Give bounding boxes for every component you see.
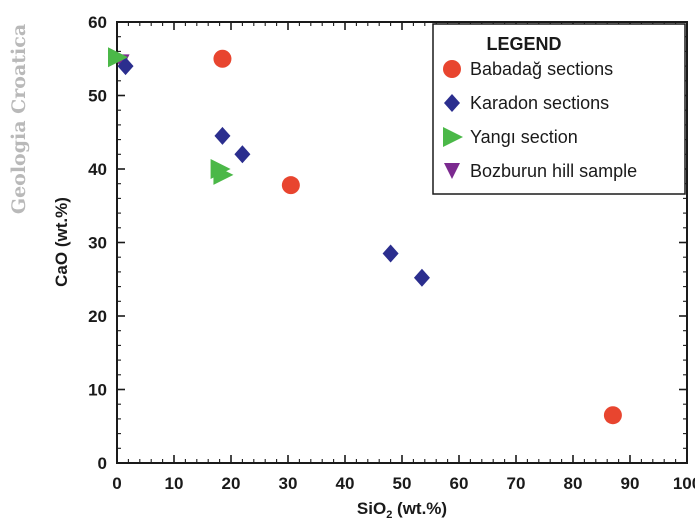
x-tick-label: 90: [621, 474, 640, 493]
x-tick-label: 100: [673, 474, 695, 493]
legend-label: Babadağ sections: [470, 59, 613, 79]
data-point-circle: [281, 176, 300, 195]
data-point-diamond: [234, 145, 251, 164]
data-point-diamond: [117, 57, 134, 76]
data-point-diamond: [214, 126, 231, 145]
x-tick-label: 20: [222, 474, 241, 493]
legend-marker-triangle-down: [444, 163, 460, 179]
legend-label: Bozburun hill sample: [470, 161, 637, 181]
y-tick-label: 30: [88, 234, 107, 253]
legend-marker-circle: [443, 60, 461, 78]
y-tick-label: 0: [98, 454, 107, 473]
minor-ticks: [116, 21, 688, 464]
x-tick-label: 70: [507, 474, 526, 493]
x-tick-label: 80: [564, 474, 583, 493]
x-axis: 0 10 20 30 40 50 60 70 80 90 100: [112, 474, 695, 493]
legend: LEGEND Babadağ sections Karadon sections Y…: [432, 23, 686, 195]
data-point-triangle-right: [108, 47, 128, 68]
y-tick-label: 40: [88, 160, 107, 179]
data-points: [108, 47, 622, 425]
legend-marker-diamond: [444, 94, 460, 112]
legend-label: Karadon sections: [470, 93, 609, 113]
data-point-circle: [603, 406, 622, 425]
x-tick-label: 60: [450, 474, 469, 493]
x-tick-label: 40: [336, 474, 355, 493]
data-point-diamond: [382, 244, 399, 263]
legend-box: [432, 23, 686, 195]
legend-title: LEGEND: [486, 34, 561, 54]
data-point-triangle-right: [213, 164, 234, 185]
x-tick-label: 0: [112, 474, 121, 493]
legend-marker-triangle-right: [443, 127, 463, 147]
y-tick-label: 60: [88, 13, 107, 32]
y-tick-label: 50: [88, 87, 107, 106]
x-tick-label: 10: [165, 474, 184, 493]
data-point-diamond: [413, 268, 430, 287]
x-tick-label: 50: [393, 474, 412, 493]
x-tick-label: 30: [279, 474, 298, 493]
y-tick-label: 10: [88, 381, 107, 400]
legend-label: Yangı section: [470, 127, 578, 147]
data-point-circle: [213, 49, 232, 68]
y-axis: 0 10 20 30 40 50 60: [88, 13, 107, 473]
x-axis-label: SiO2 (wt.%): [357, 499, 447, 521]
y-tick-label: 20: [88, 307, 107, 326]
y-axis-label: CaO (wt.%): [52, 197, 71, 287]
